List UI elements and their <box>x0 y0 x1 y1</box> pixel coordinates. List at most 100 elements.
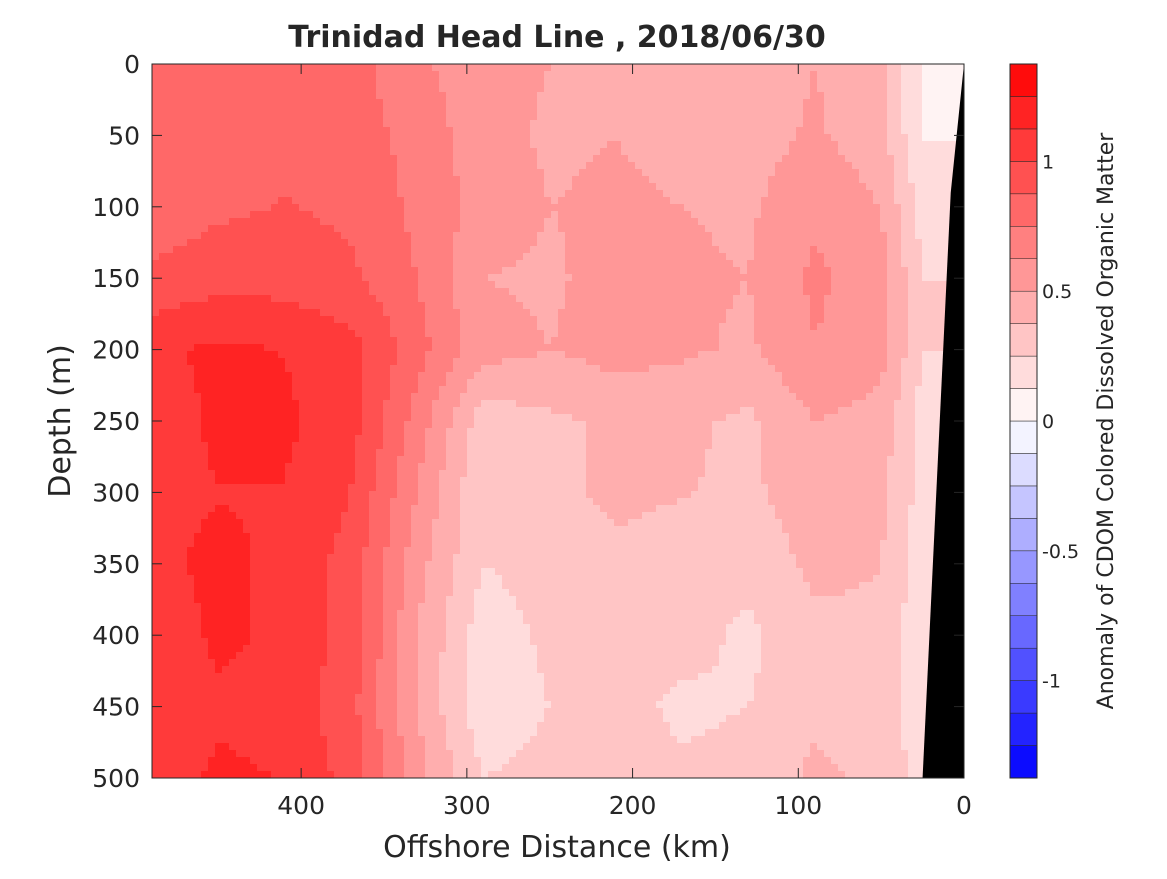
heatmap-cell <box>950 71 958 79</box>
heatmap-cell <box>166 281 174 289</box>
heatmap-cell <box>943 169 951 177</box>
heatmap-cell <box>320 246 328 254</box>
heatmap-cell <box>782 169 790 177</box>
heatmap-cell <box>355 246 363 254</box>
heatmap-cell <box>572 120 580 128</box>
heatmap-cell <box>733 358 741 366</box>
heatmap-cell <box>852 71 860 79</box>
heatmap-cell <box>404 225 412 233</box>
heatmap-cell <box>439 218 447 226</box>
heatmap-cell <box>320 71 328 79</box>
heatmap-cell <box>187 288 195 296</box>
heatmap-cell <box>894 197 902 205</box>
heatmap-cell <box>495 225 503 233</box>
heatmap-cell <box>691 260 699 268</box>
heatmap-cell <box>796 281 804 289</box>
heatmap-cell <box>796 85 804 93</box>
heatmap-cell <box>803 176 811 184</box>
heatmap-cell <box>159 323 167 331</box>
heatmap-cell <box>516 71 524 79</box>
heatmap-cell <box>397 141 405 149</box>
heatmap-cell <box>152 120 160 128</box>
heatmap-cell <box>838 134 846 142</box>
heatmap-cell <box>831 351 839 359</box>
heatmap-cell <box>684 169 692 177</box>
heatmap-cell <box>271 204 279 212</box>
heatmap-cell <box>873 134 881 142</box>
heatmap-cell <box>586 197 594 205</box>
heatmap-cell <box>761 85 769 93</box>
heatmap-cell <box>362 78 370 86</box>
heatmap-cell <box>474 239 482 247</box>
heatmap-cell <box>460 71 468 79</box>
heatmap-cell <box>579 148 587 156</box>
heatmap-cell <box>425 127 433 135</box>
heatmap-cell <box>250 246 258 254</box>
heatmap-cell <box>152 106 160 114</box>
heatmap-cell <box>159 92 167 100</box>
heatmap-cell <box>691 239 699 247</box>
heatmap-cell <box>782 239 790 247</box>
heatmap-cell <box>516 309 524 317</box>
heatmap-cell <box>404 274 412 282</box>
heatmap-cell <box>908 162 916 170</box>
heatmap-cell <box>698 253 706 261</box>
heatmap-cell <box>572 239 580 247</box>
heatmap-cell <box>208 281 216 289</box>
heatmap-cell <box>320 295 328 303</box>
heatmap-cell <box>481 274 489 282</box>
heatmap-cell <box>880 141 888 149</box>
heatmap-cell <box>502 64 510 72</box>
heatmap-cell <box>943 197 951 205</box>
heatmap-cell <box>936 351 944 359</box>
heatmap-cell <box>180 281 188 289</box>
heatmap-cell <box>614 302 622 310</box>
heatmap-cell <box>649 106 657 114</box>
heatmap-cell <box>803 211 811 219</box>
heatmap-cell <box>425 316 433 324</box>
heatmap-cell <box>726 295 734 303</box>
heatmap-cell <box>530 134 538 142</box>
heatmap-cell <box>166 204 174 212</box>
heatmap-cell <box>299 211 307 219</box>
heatmap-cell <box>306 120 314 128</box>
heatmap-cell <box>572 302 580 310</box>
heatmap-cell <box>383 99 391 107</box>
heatmap-cell <box>824 64 832 72</box>
heatmap-cell <box>649 232 657 240</box>
heatmap-cell <box>166 316 174 324</box>
heatmap-cell <box>159 127 167 135</box>
heatmap-cell <box>397 267 405 275</box>
heatmap-cell <box>866 274 874 282</box>
heatmap-cell <box>551 92 559 100</box>
heatmap-cell <box>642 337 650 345</box>
heatmap-cell <box>922 330 930 338</box>
heatmap-cell <box>355 302 363 310</box>
heatmap-cell <box>292 260 300 268</box>
heatmap-cell <box>579 246 587 254</box>
heatmap-cell <box>355 288 363 296</box>
heatmap-cell <box>936 197 944 205</box>
heatmap-cell <box>418 92 426 100</box>
heatmap-cell <box>894 85 902 93</box>
heatmap-cell <box>425 302 433 310</box>
heatmap-cell <box>796 71 804 79</box>
heatmap-cell <box>341 127 349 135</box>
heatmap-cell <box>754 183 762 191</box>
heatmap-cell <box>866 92 874 100</box>
heatmap-cell <box>376 71 384 79</box>
heatmap-cell <box>796 183 804 191</box>
heatmap-cell <box>831 260 839 268</box>
heatmap-cell <box>712 99 720 107</box>
heatmap-cell <box>901 260 909 268</box>
heatmap-cell <box>264 127 272 135</box>
heatmap-cell <box>838 218 846 226</box>
heatmap-cell <box>684 344 692 352</box>
heatmap-cell <box>915 78 923 86</box>
heatmap-cell <box>173 337 181 345</box>
heatmap-cell <box>894 281 902 289</box>
heatmap-cell <box>222 197 230 205</box>
heatmap-cell <box>285 197 293 205</box>
heatmap-cell <box>257 267 265 275</box>
heatmap-cell <box>656 127 664 135</box>
